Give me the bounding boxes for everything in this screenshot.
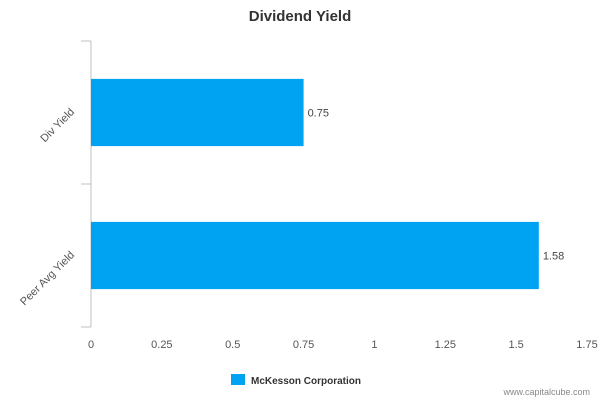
category-label-0: Div Yield <box>38 106 77 145</box>
plot-area: 0.75 Div Yield 1.58 Peer Avg Yield <box>18 40 564 328</box>
x-tick-label: 0.5 <box>225 339 240 351</box>
x-tick-label: 1 <box>371 339 377 351</box>
data-label-1: 1.58 <box>543 251 564 263</box>
x-tick-label: 1.5 <box>508 339 523 351</box>
x-tick-label: 0.75 <box>293 339 314 351</box>
credit-text: www.capitalcube.com <box>502 387 590 397</box>
bar-0 <box>91 78 304 147</box>
legend-label: McKesson Corporation <box>251 376 361 387</box>
legend-swatch <box>231 374 245 385</box>
x-axis: 0 0.25 0.5 0.75 1 1.25 1.5 1.75 <box>88 339 598 351</box>
x-tick-label: 0 <box>88 339 94 351</box>
x-tick-label: 1.75 <box>576 339 597 351</box>
legend: McKesson Corporation <box>231 374 361 387</box>
bar-1 <box>91 221 539 290</box>
x-tick-label: 1.25 <box>435 339 456 351</box>
category-label-1: Peer Avg Yield <box>18 249 77 308</box>
data-label-0: 0.75 <box>308 108 329 120</box>
chart-title: Dividend Yield <box>249 8 352 25</box>
x-tick-label: 0.25 <box>151 339 172 351</box>
